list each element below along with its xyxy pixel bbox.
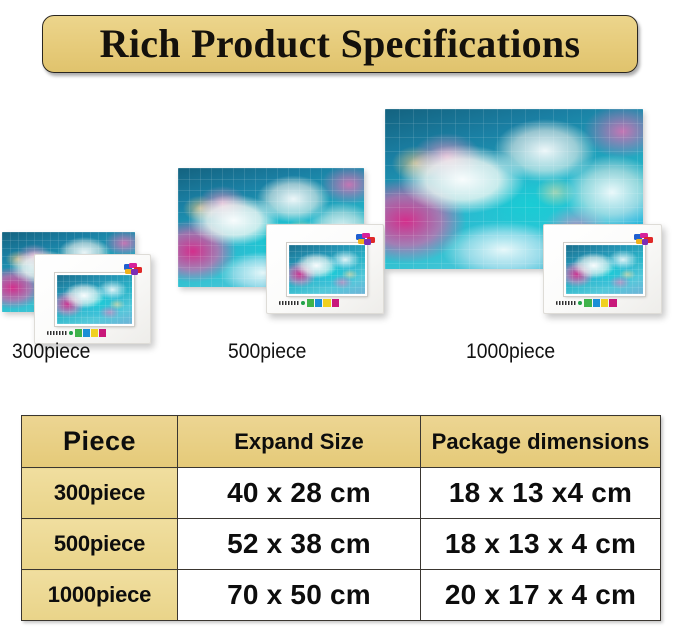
specifications-table: Piece Expand Size Package dimensions 300…: [21, 415, 661, 621]
cell-expand-size: 70 x 50 cm: [177, 569, 421, 621]
box-cover-artwork: [563, 242, 646, 296]
product-group-500piece: [178, 144, 386, 324]
brand-dot-icon: [300, 300, 306, 306]
brand-logo-icon: [306, 298, 339, 307]
box-cover-artwork: [54, 272, 135, 326]
product-group-300piece: [2, 174, 152, 344]
barcode-icon: [278, 301, 300, 305]
table-row: 300piece 40 x 28 cm 18 x 13 x4 cm: [21, 467, 661, 519]
box-branding-strip: [555, 298, 617, 307]
column-header-expand-size: Expand Size: [177, 415, 421, 468]
puzzle-pieces-logo-icon: [634, 232, 654, 246]
cell-package-dimensions: 20 x 17 x 4 cm: [420, 569, 661, 621]
product-box-500piece: [266, 224, 384, 314]
cell-package-dimensions: 18 x 13 x 4 cm: [420, 518, 661, 570]
cell-piece: 500piece: [21, 518, 178, 570]
product-showcase: [0, 86, 679, 376]
caption-300piece: 300piece: [12, 340, 91, 363]
column-header-piece: Piece: [21, 415, 178, 468]
caption-500piece: 500piece: [228, 340, 307, 363]
brand-dot-icon: [68, 330, 73, 336]
table-row: 1000piece 70 x 50 cm 20 x 17 x 4 cm: [21, 569, 661, 621]
cell-expand-size: 40 x 28 cm: [177, 467, 421, 519]
page-title: Rich Product Specifications: [99, 21, 581, 66]
product-box-1000piece: [543, 224, 662, 314]
cell-piece: 1000piece: [21, 569, 178, 621]
brand-logo-icon: [74, 328, 107, 337]
table-row: 500piece 52 x 38 cm 18 x 13 x 4 cm: [21, 518, 661, 570]
box-branding-strip: [278, 298, 339, 307]
product-group-1000piece: [385, 109, 663, 324]
box-branding-strip: [46, 328, 107, 337]
box-cover-artwork: [286, 242, 368, 296]
barcode-icon: [46, 331, 67, 335]
table-header-row: Piece Expand Size Package dimensions: [21, 415, 661, 468]
puzzle-pieces-logo-icon: [356, 232, 376, 246]
brand-logo-icon: [584, 298, 617, 307]
cell-piece: 300piece: [21, 467, 178, 519]
caption-1000piece: 1000piece: [466, 340, 556, 363]
cell-package-dimensions: 18 x 13 x4 cm: [420, 467, 661, 519]
cell-expand-size: 52 x 38 cm: [177, 518, 421, 570]
barcode-icon: [555, 301, 577, 305]
column-header-package-dimensions: Package dimensions: [420, 415, 661, 468]
brand-dot-icon: [578, 300, 583, 306]
product-box-300piece: [34, 254, 151, 344]
puzzle-pieces-logo-icon: [123, 262, 144, 276]
header-banner: Rich Product Specifications: [42, 15, 638, 73]
